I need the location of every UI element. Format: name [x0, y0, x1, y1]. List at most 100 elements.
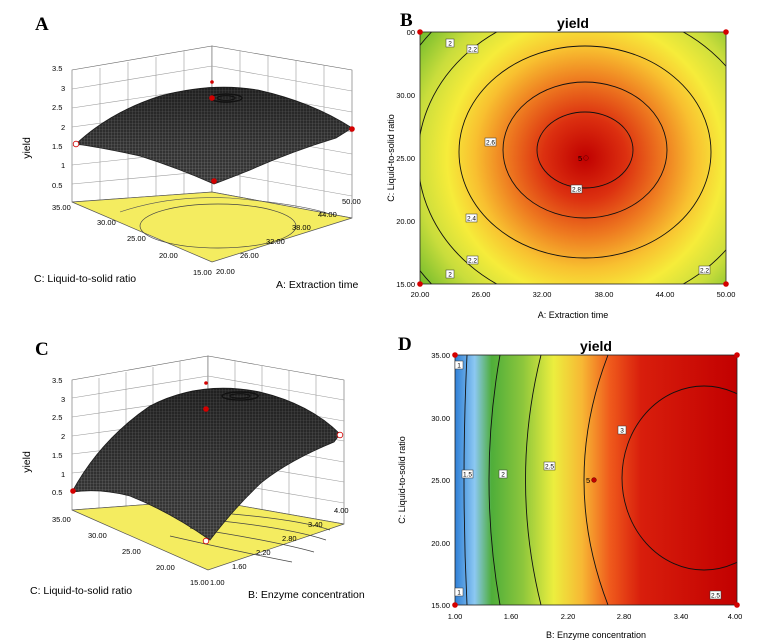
panel-c-z-tick: 1 — [61, 470, 65, 479]
panel-c-point — [70, 488, 76, 494]
panel-d-y-tick: 35.00 — [431, 351, 450, 360]
panel-a-z-tick: 1 — [61, 161, 65, 170]
contour-label: 1 — [457, 363, 461, 370]
panel-c-z-tick: 2.5 — [52, 413, 62, 422]
panel-b-plot-area — [420, 32, 726, 284]
panel-c-x-tick: 1.00 — [210, 578, 225, 587]
panel-a-point — [211, 178, 217, 184]
panel-a: A 3.5 — [21, 14, 361, 291]
panel-a-y-tick: 15.00 — [193, 268, 212, 277]
panel-d-x-tick: 2.80 — [617, 612, 632, 621]
panel-a-x-tick: 20.00 — [216, 267, 235, 276]
panel-b-y-label: C: Liquid-to-solid ratio — [386, 114, 396, 202]
panel-c-y-tick: 25.00 — [122, 547, 141, 556]
panel-d-y-label: C: Liquid-to-solid ratio — [397, 436, 407, 524]
contour-label: 2 — [448, 41, 452, 48]
panel-a-y-tick: 25.00 — [127, 234, 146, 243]
panel-b-contour-labels: 2 2.2 2.6 2.8 2.4 2.2 2 2.2 — [445, 38, 711, 279]
panel-a-y-tick: 35.00 — [52, 203, 71, 212]
panel-d-corner-point — [452, 352, 458, 358]
panel-d-corner-point — [734, 602, 740, 608]
panel-c-y-label: C: Liquid-to-solid ratio — [30, 585, 132, 597]
panel-c: C 3.5 — [21, 339, 365, 601]
contour-label: 2.5 — [711, 593, 720, 600]
panel-a-point — [72, 140, 80, 148]
panel-c-y-ticks: 35.00 30.00 25.00 20.00 15.00 — [52, 515, 209, 587]
panel-b-x-tick: 26.00 — [472, 290, 491, 299]
panel-b-corner-point — [417, 281, 423, 287]
panel-a-x-ticks: 20.00 26.00 32.00 38.00 44.00 50.00 — [216, 197, 361, 276]
panel-d-letter: D — [398, 334, 412, 355]
panel-d-y-tick: 30.00 — [431, 414, 450, 423]
panel-b-x-ticks: 20.00 26.00 32.00 38.00 44.00 50.00 — [411, 290, 736, 299]
panel-b-corner-point — [417, 29, 423, 35]
panel-d-x-ticks: 1.00 1.60 2.20 2.80 3.40 4.00 — [448, 612, 743, 621]
panel-c-y-tick: 30.00 — [88, 531, 107, 540]
panel-b-letter: B — [400, 10, 413, 31]
panel-c-point — [203, 406, 209, 412]
panel-d-design-point-label: 5 — [586, 476, 590, 485]
panel-a-z-tick: 1.5 — [52, 142, 62, 151]
panel-b-y-tick: 25.00 — [396, 154, 415, 163]
panel-c-x-tick: 2.80 — [282, 534, 297, 543]
contour-label: 2.2 — [468, 258, 477, 265]
contour-label: 2.2 — [700, 268, 709, 275]
panel-a-x-tick: 32.00 — [266, 237, 285, 246]
panel-d-y-tick: 15.00 — [431, 601, 450, 610]
panel-a-z-tick: 3 — [61, 84, 65, 93]
panel-b-x-tick: 44.00 — [656, 290, 675, 299]
panel-b-y-tick: 15.00 — [396, 280, 415, 289]
panel-d-y-ticks: 15.00 20.00 25.00 30.00 35.00 — [431, 351, 450, 610]
panel-a-letter: A — [35, 14, 49, 35]
panel-b-y-tick: 00 — [407, 28, 415, 37]
panel-a-x-tick: 38.00 — [292, 223, 311, 232]
panel-a-y-tick: 20.00 — [159, 251, 178, 260]
panel-c-x-ticks: 1.00 1.60 2.20 2.80 3.40 4.00 — [210, 506, 349, 587]
panel-c-z-tick: 3.5 — [52, 376, 62, 385]
contour-label: 2 — [448, 272, 452, 279]
panel-d-corner-point — [734, 352, 740, 358]
panel-b-x-tick: 38.00 — [595, 290, 614, 299]
panel-c-y-tick: 35.00 — [52, 515, 71, 524]
panel-c-z-tick: 3 — [61, 395, 65, 404]
panel-b-y-tick: 20.00 — [396, 217, 415, 226]
panel-d-y-tick: 25.00 — [431, 476, 450, 485]
panel-b-x-tick: 50.00 — [717, 290, 736, 299]
panel-c-z-tick: 2 — [61, 432, 65, 441]
panel-b-title: yield — [557, 15, 589, 31]
panel-a-y-label: C: Liquid-to-solid ratio — [34, 273, 136, 285]
panel-d-x-tick: 1.00 — [448, 612, 463, 621]
panel-b-x-tick: 32.00 — [533, 290, 552, 299]
panel-d-x-tick: 1.60 — [504, 612, 519, 621]
panel-b: B yield 2 2.2 2.6 2.8 2.4 2.2 2 2.2 5 — [386, 10, 736, 320]
panel-d-design-point — [591, 477, 597, 483]
contour-label: 2.6 — [486, 140, 495, 147]
panel-a-y-ticks: 35.00 30.00 25.00 20.00 15.00 — [52, 203, 212, 277]
contour-label: 2.5 — [545, 464, 554, 471]
panel-b-y-tick: 30.00 — [396, 91, 415, 100]
contour-label: 2.8 — [572, 187, 581, 194]
panel-b-x-tick: 20.00 — [411, 290, 430, 299]
panel-d-contours — [463, 355, 737, 605]
panel-b-x-label: A: Extraction time — [538, 310, 609, 320]
panel-b-corner-point — [723, 281, 729, 287]
panel-c-y-tick: 20.00 — [156, 563, 175, 572]
panel-b-contours — [420, 32, 726, 284]
panel-a-z-label: yield — [21, 137, 33, 159]
panel-a-z-ticks: 3.5 3 2.5 2 1.5 1 0.5 — [52, 64, 65, 190]
panel-a-x-tick: 50.00 — [342, 197, 361, 206]
contour-label: 1 — [457, 590, 461, 597]
panel-a-floor-contour — [139, 203, 297, 249]
panel-c-z-label: yield — [21, 451, 33, 473]
contour-label: 1.5 — [463, 472, 472, 479]
panel-c-z-tick: 0.5 — [52, 488, 62, 497]
panel-c-x-tick: 2.20 — [256, 548, 271, 557]
panel-c-letter: C — [35, 339, 49, 360]
panel-a-z-tick: 3.5 — [52, 64, 62, 73]
panel-d-title: yield — [580, 338, 612, 354]
panel-a-z-tick: 0.5 — [52, 181, 62, 190]
panel-b-design-point — [583, 155, 589, 161]
panel-d-contour-labels: 1 1.5 2 2.5 3 1 2.5 — [454, 360, 722, 600]
panel-c-z-ticks: 3.5 3 2.5 2 1.5 1 0.5 — [52, 376, 65, 497]
